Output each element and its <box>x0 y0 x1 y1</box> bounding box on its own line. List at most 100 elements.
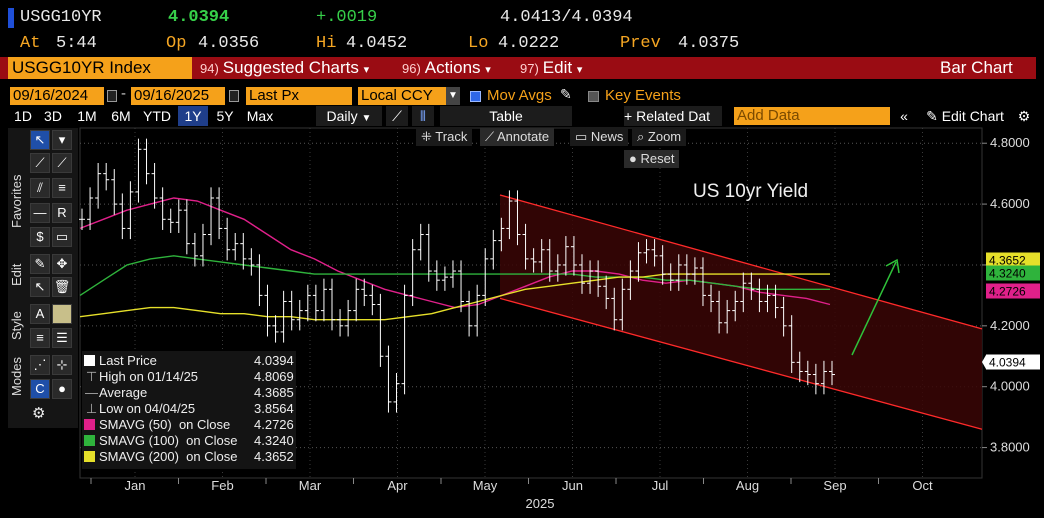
draw-pencil-icon[interactable]: ✎ <box>30 254 50 274</box>
annotate-button[interactable]: ⟋ Annotate <box>480 128 555 146</box>
related-data-button[interactable]: + Related Dat <box>624 106 722 126</box>
legend-label: SMAVG (100) on Close <box>99 433 238 448</box>
favorites-tab[interactable]: Favorites <box>9 174 24 228</box>
x-tick-label: Mar <box>299 478 322 493</box>
start-date-input[interactable]: 09/16/2024 <box>10 87 104 105</box>
trend-channel-fill <box>500 194 982 430</box>
value-tag: 4.2726 <box>989 285 1026 299</box>
fibonacci-icon[interactable]: $ <box>30 227 50 247</box>
legend-rows: Last Price 4.0394 ⊤ High on 01/14/25 4.8069—… <box>84 353 294 465</box>
edit-tab[interactable]: Edit <box>9 263 24 286</box>
ray-line-icon[interactable]: ⟋ <box>52 153 72 173</box>
settings-gear-icon[interactable]: ⚙ <box>1017 108 1031 124</box>
table-button[interactable]: Table <box>440 106 572 126</box>
modes-tab[interactable]: Modes <box>9 356 24 396</box>
x-tick-label: Oct <box>912 478 933 493</box>
trash-icon[interactable]: 🗑 <box>52 277 72 297</box>
value-tag-bg <box>986 265 1040 281</box>
prev-label: Prev <box>620 34 661 53</box>
actions-menu[interactable]: 96) Actions ▾ <box>402 57 491 79</box>
dropdown-arrow-icon: ▾ <box>363 64 370 76</box>
currency-dropdown-icon[interactable]: ▼ <box>446 87 460 105</box>
channel-line-icon[interactable]: ⫽ <box>30 178 50 198</box>
text-style-icon[interactable]: A <box>30 304 50 324</box>
value-tag-bg <box>986 252 1040 268</box>
date-separator: - <box>121 85 126 102</box>
x-tick-label: Apr <box>387 478 408 493</box>
legend-swatch <box>84 419 95 430</box>
price-tag-pointer <box>982 355 986 369</box>
line-style-icon[interactable]: ≡ <box>30 328 50 348</box>
value-tag: 4.3240 <box>989 267 1026 281</box>
legend-row: ⊤ High on 01/14/25 4.8069 <box>84 369 294 385</box>
dropdown-arrow-icon[interactable]: ▾ <box>52 130 72 150</box>
range-button-ytd[interactable]: YTD <box>143 108 171 124</box>
security-field[interactable]: USGG10YR Index <box>8 57 192 79</box>
legend-label: Low on 04/04/25 <box>99 401 196 416</box>
rectangle-icon[interactable]: ▭ <box>52 227 72 247</box>
related-data-label: Related Dat <box>636 108 711 124</box>
period-select[interactable]: Daily ▼ <box>316 106 382 126</box>
color-swatch-icon[interactable] <box>52 304 72 324</box>
crosshair-icon: ⁜ <box>421 129 432 144</box>
legend-row: Last Price 4.0394 <box>84 353 294 369</box>
mov-avgs-checkbox[interactable] <box>470 91 481 102</box>
line-chart-icon[interactable]: ⟋ <box>386 106 408 126</box>
mov-avgs-label: Mov Avgs <box>487 87 552 104</box>
reset-button[interactable]: ● Reset <box>624 150 680 168</box>
select-tool-icon[interactable]: ↖ <box>30 277 50 297</box>
end-date-input[interactable]: 09/16/2025 <box>131 87 225 105</box>
field-select[interactable]: Last Px <box>246 87 352 105</box>
add-data-input[interactable]: Add Data <box>734 107 890 125</box>
calendar-icon[interactable] <box>229 90 239 102</box>
collapse-icon[interactable]: « <box>900 108 908 124</box>
range-button-1m[interactable]: 1M <box>77 108 97 124</box>
range-button-6m[interactable]: 6M <box>111 108 131 124</box>
dropdown-arrow-icon: ▾ <box>485 64 491 76</box>
range-button-1y[interactable]: 1Y <box>178 106 208 126</box>
edit-menu[interactable]: 97) Edit ▾ <box>520 57 582 79</box>
horizontal-line-icon[interactable]: — <box>30 203 50 223</box>
range-button-max[interactable]: Max <box>246 108 274 124</box>
legend-swatch <box>84 451 95 462</box>
range-button-5y[interactable]: 5Y <box>216 108 234 124</box>
pointer-tool-icon[interactable]: ↖ <box>30 130 50 150</box>
x-tick-label: Feb <box>211 478 233 493</box>
legend-label: SMAVG (50) on Close <box>99 417 231 432</box>
trend-line-icon[interactable]: ⟋ <box>30 153 50 173</box>
range-button-3d[interactable]: 3D <box>44 108 62 124</box>
bar-style-icon[interactable]: ⫴ <box>412 106 434 126</box>
retracement-icon[interactable]: R <box>52 203 72 223</box>
zoom-button[interactable]: ⌕ Zoom <box>632 128 687 146</box>
track-button[interactable]: ⁜ Track <box>416 128 473 146</box>
legend-value: 4.8069 <box>254 369 294 384</box>
x-tick-label: Jun <box>562 478 583 493</box>
reset-label: Reset <box>640 151 675 166</box>
ticker-marker <box>8 8 14 28</box>
palette-settings-gear-icon[interactable]: ⚙ <box>32 405 46 422</box>
color-palette-icon[interactable]: ● <box>52 379 72 399</box>
cycle-mode-icon[interactable]: C <box>30 379 50 399</box>
calendar-icon[interactable] <box>107 90 117 102</box>
magnet-mode-icon[interactable]: ⊹ <box>52 355 72 375</box>
x-tick-label: Jan <box>125 478 146 493</box>
suggested-charts-menu[interactable]: 94) Suggested Charts ▾ <box>200 57 369 79</box>
edit-chart-button[interactable]: ✎ Edit Chart <box>918 106 1012 126</box>
price-change: +.0019 <box>316 8 378 27</box>
value-tag: 4.3652 <box>989 254 1026 268</box>
key-events-checkbox[interactable] <box>588 91 599 102</box>
legend-row: SMAVG (200) on Close 4.3652 <box>84 449 294 465</box>
fan-line-icon[interactable]: ≡ <box>52 178 72 198</box>
actions-number: 96) <box>402 61 421 76</box>
move-icon[interactable]: ✥ <box>52 254 72 274</box>
plus-icon: + <box>624 108 633 124</box>
pencil-icon[interactable]: ✎ <box>560 86 572 102</box>
news-button[interactable]: ▭ News <box>570 128 629 146</box>
line-width-icon[interactable]: ☰ <box>52 328 72 348</box>
range-button-1d[interactable]: 1D <box>14 108 32 124</box>
low-value: 4.0222 <box>498 34 560 53</box>
time-value: 5:44 <box>56 34 97 53</box>
crosshair-mode-icon[interactable]: ⋰ <box>30 355 50 375</box>
style-tab[interactable]: Style <box>9 311 24 340</box>
currency-select[interactable]: Local CCY <box>358 87 446 105</box>
